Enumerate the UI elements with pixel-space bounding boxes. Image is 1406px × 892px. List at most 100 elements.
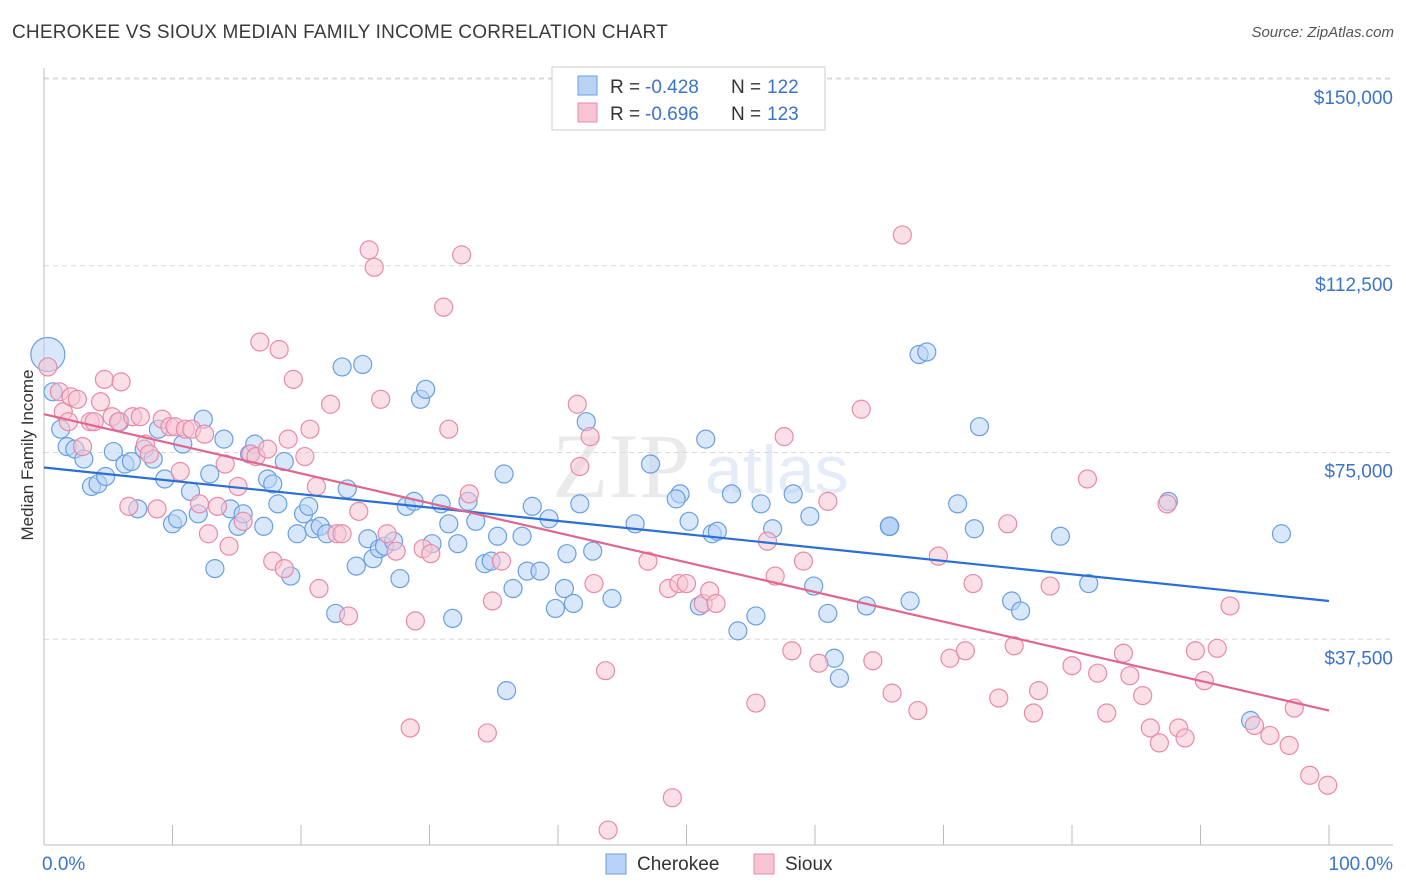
sioux-point xyxy=(250,332,270,352)
cherokee-point xyxy=(503,578,523,599)
cherokee-point xyxy=(800,506,820,526)
sioux-point xyxy=(269,339,289,360)
y-tick-labels: $37,500 $75,000 $112,500 $150,000 xyxy=(1314,88,1393,669)
sioux-point xyxy=(364,257,384,277)
sioux-point xyxy=(349,501,369,521)
cherokee-point xyxy=(439,514,459,534)
sioux-point xyxy=(139,444,159,464)
cherokee-point xyxy=(917,342,937,362)
cherokee-point xyxy=(557,544,577,564)
sioux-point xyxy=(567,394,587,414)
cherokee-point xyxy=(522,496,542,516)
sioux-point xyxy=(1062,656,1082,676)
cherokee-point xyxy=(168,509,188,529)
cherokee-point xyxy=(1271,524,1292,544)
sioux-point xyxy=(1004,636,1024,656)
cherokee-point xyxy=(1010,601,1031,621)
cherokee-trend-line xyxy=(43,466,1330,603)
cherokee-point xyxy=(696,429,716,449)
sioux-point xyxy=(818,491,838,511)
cherokee-point xyxy=(416,379,436,399)
sioux-point xyxy=(662,788,682,808)
sioux-point xyxy=(38,357,58,377)
sioux-point xyxy=(598,820,618,840)
sioux-point xyxy=(170,461,190,482)
sioux-point xyxy=(452,245,472,265)
legend-n-label-sioux: N = xyxy=(731,104,761,125)
sioux-point xyxy=(863,651,883,671)
sioux-point xyxy=(309,578,329,599)
sioux-point xyxy=(1185,641,1205,661)
sioux-point xyxy=(295,446,315,467)
sioux-point xyxy=(1318,775,1338,795)
cherokee-points xyxy=(30,336,1292,731)
cherokee-point xyxy=(879,516,900,536)
sioux-point xyxy=(491,551,512,571)
cherokee-point xyxy=(443,608,463,629)
sioux-point xyxy=(283,369,303,389)
sioux-point xyxy=(400,718,420,738)
y-axis-title: Median Family Income xyxy=(18,369,37,540)
sioux-point xyxy=(882,683,902,703)
legend-n-value-cherokee: 122 xyxy=(767,77,799,98)
legend-r-label-sioux: R = xyxy=(610,104,640,125)
sioux-point xyxy=(928,546,948,566)
legend-r-label-cherokee: R = xyxy=(610,77,640,98)
sioux-point xyxy=(439,419,459,439)
sioux-point xyxy=(989,688,1009,708)
sioux-point xyxy=(1023,703,1044,723)
sioux-points xyxy=(38,225,1338,840)
sioux-point xyxy=(1220,596,1240,616)
bottom-legend-swatch-cherokee xyxy=(605,853,627,875)
sioux-point xyxy=(306,476,327,497)
cherokee-point xyxy=(254,516,274,536)
sioux-point xyxy=(233,511,253,531)
bottom-legend-swatch-sioux xyxy=(753,853,775,875)
cherokee-point xyxy=(679,511,699,531)
sioux-point xyxy=(809,653,829,673)
cherokee-point xyxy=(666,489,686,509)
cherokee-point xyxy=(583,541,603,561)
legend-r-value-sioux: -0.696 xyxy=(645,104,699,125)
cherokee-point xyxy=(1079,573,1099,594)
cherokee-point xyxy=(488,526,508,546)
sioux-point xyxy=(793,551,814,571)
legend-n-label-cherokee: N = xyxy=(731,77,761,98)
sioux-point xyxy=(851,399,871,419)
cherokee-point xyxy=(200,464,220,484)
cherokee-point xyxy=(263,474,283,494)
cherokee-point xyxy=(205,559,225,579)
sioux-point xyxy=(782,641,802,661)
sioux-point xyxy=(1260,725,1280,746)
sioux-point xyxy=(774,427,794,447)
sioux-point xyxy=(147,499,167,519)
sioux-point xyxy=(706,593,726,614)
sioux-point xyxy=(1244,715,1265,736)
cherokee-point xyxy=(728,621,748,641)
cherokee-point xyxy=(545,598,566,619)
sioux-point xyxy=(1077,469,1098,489)
cherokee-point xyxy=(783,484,803,504)
sioux-point xyxy=(90,392,111,412)
sioux-point xyxy=(300,419,320,439)
sioux-point xyxy=(676,573,697,594)
source-label: Source: ZipAtlas.com xyxy=(1251,24,1394,41)
x-ticks xyxy=(43,825,1330,845)
cherokee-point xyxy=(332,357,352,377)
cherokee-point xyxy=(707,521,727,541)
sioux-point xyxy=(998,514,1018,534)
sioux-point xyxy=(1279,735,1299,756)
sioux-point xyxy=(1097,703,1117,723)
sioux-point xyxy=(584,573,604,594)
sioux-point xyxy=(1140,718,1160,738)
cherokee-point xyxy=(948,494,968,514)
sioux-point xyxy=(570,456,590,477)
cherokee-point xyxy=(900,591,920,611)
legend-n-value-sioux: 123 xyxy=(767,104,799,125)
cherokee-point xyxy=(512,526,532,546)
sioux-point xyxy=(892,225,912,245)
x-tick-label-min: 0.0% xyxy=(42,854,85,875)
sioux-point xyxy=(908,700,928,721)
sioux-point xyxy=(257,439,278,459)
